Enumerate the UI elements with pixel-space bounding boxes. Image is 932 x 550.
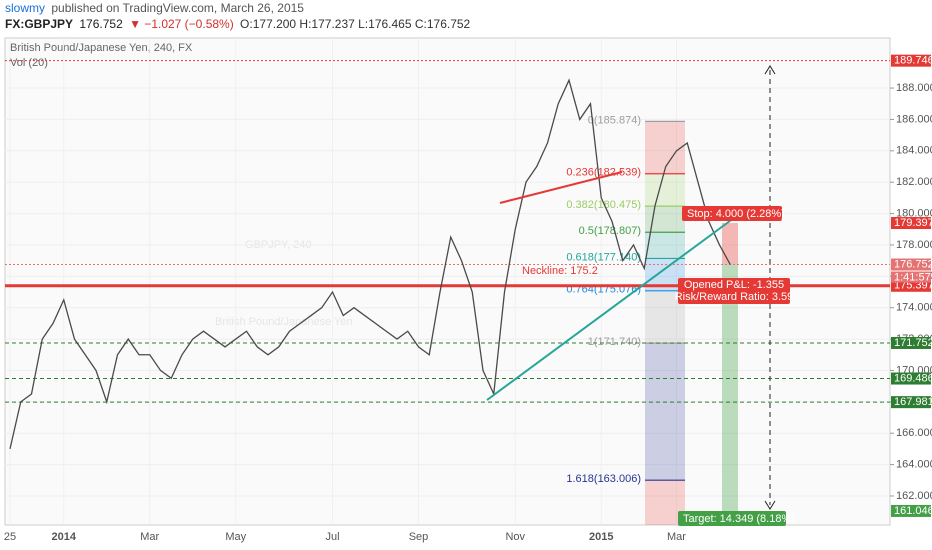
header-line: slowmy published on TradingView.com, Mar… [5,1,304,15]
change: ▼ −1.027 (−0.58%) [129,17,234,31]
y-tick-label: 186.000 [896,113,932,125]
y-tick-label: 182.000 [896,176,932,188]
x-tick-label: Mar [140,531,159,543]
x-tick-label: Nov [505,531,525,543]
last-price: 176.752 [79,17,123,31]
trend-line [499,171,623,204]
fib-label: 0.382(180.475) [566,199,641,211]
fib-band [645,343,685,481]
y-tick-label: 166.000 [896,427,932,439]
x-tick-label: Sep [409,531,429,543]
price-tag [891,504,931,517]
arrow-heads [764,65,776,510]
pnl-label: Opened P&L: -1.355 [684,279,784,291]
rr-label: Risk/Reward Ratio: 3.59 [675,291,794,303]
fib-label: 0.236(182.539) [566,167,641,179]
price-tag-label: 167.981 [894,396,932,408]
fib-label: 1(171.740) [588,336,641,348]
target-label: Target: 14.349 (8.18%) [683,513,795,525]
pnl-box [678,278,790,304]
price-tag-label: 161.046 [894,505,932,517]
chart-title: British Pound/Japanese Yen, 240, FX [10,42,193,54]
fib-label: 0.5(178.807) [579,225,641,237]
fib-band [645,232,685,259]
fib-band [645,173,685,207]
y-tick-label: 188.000 [896,82,932,94]
stop-zone [722,223,738,265]
y-tick-label: 180.000 [896,207,932,219]
overlay-layer: 189.746 179.397 176.752 175.397 171.752 169.4… [522,55,932,526]
ohlc: O:177.200 H:177.237 L:176.465 C:176.752 [240,17,471,31]
price-tag [891,279,931,292]
price-tag-label: 171.752 [894,337,932,349]
target-zone [722,264,738,511]
countdown: 1:41:57 [894,271,931,283]
published: published on TradingView.com, March 26, … [51,1,304,15]
x-tick-label: Mar [667,531,686,543]
y-tick-label: 162.000 [896,490,932,502]
x-tick-label: 2015 [589,531,613,543]
x-tick-label: 25 [4,531,16,543]
price-tag-label: 179.397 [894,217,932,229]
symbol: FX:GBPJPY [5,17,73,31]
price-tag [891,217,931,230]
fib-label: 0(185.874) [588,114,641,126]
trend-line [486,214,739,401]
price-tag [891,336,931,349]
countdown-tag [891,271,931,283]
price-tag-label: 175.397 [894,280,932,292]
target-box [678,511,786,526]
quote-line: FX:GBPJPY 176.752 ▼ −1.027 (−0.58%) O:17… [5,17,471,31]
x-tick-label: May [225,531,246,543]
price-tag [891,258,931,271]
price-tag-label: 189.746 [894,55,932,67]
watermark-sub: British Pound/Japanese Yen [215,316,353,328]
volume-label: Vol (20) [10,57,48,69]
author[interactable]: slowmy [5,1,45,15]
price-tag-label: 176.752 [894,258,932,270]
stop-box [682,206,782,221]
y-tick-label: 174.000 [896,302,932,314]
neckline-label: Neckline: 175.2 [522,265,598,277]
fib-label: 1.618(163.006) [566,473,641,485]
y-tick-label: 184.000 [896,145,932,157]
price-line [9,78,731,450]
x-tick-label: Jul [325,531,339,543]
price-tag [891,396,931,409]
y-tick-label: 164.000 [896,459,932,471]
fib-label: 0.618(177.140) [566,251,641,263]
price-tag-label: 169.486 [894,372,932,384]
x-tick-label: 2014 [52,531,77,543]
chart-layer: 162.000164.000166.000168.000170.000172.0… [4,38,932,543]
fib-band [645,121,685,174]
y-tick-label: 178.000 [896,239,932,251]
stop-label: Stop: 4.000 (2.28%) [687,208,785,220]
price-tag [891,54,931,67]
price-tag [891,372,931,385]
